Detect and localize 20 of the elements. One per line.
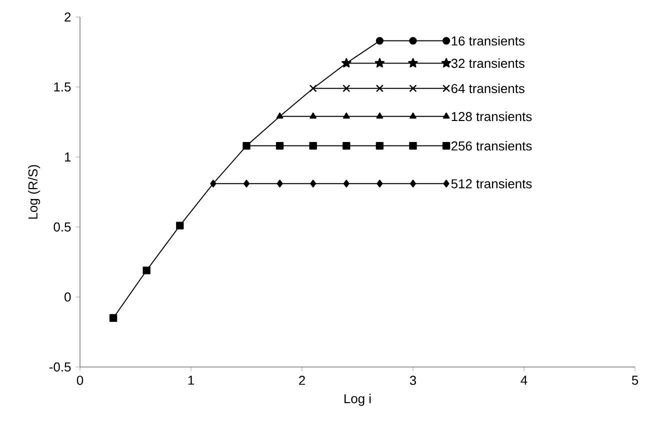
y-tick-label: 0 — [64, 292, 71, 302]
series-label: 128 transients — [452, 112, 532, 122]
series-label: 64 transients — [451, 84, 524, 94]
y-tick-label: 2 — [64, 12, 71, 22]
x-tick-label: 5 — [632, 376, 638, 385]
y-tick-label: -0.5 — [49, 362, 71, 372]
series-label: 16 transients — [452, 36, 524, 46]
series-label: 512 transients — [451, 178, 532, 188]
x-tick-label: 0 — [76, 376, 84, 385]
y-axis-title: Log (R/S) — [28, 165, 40, 219]
y-tick-label: 0.5 — [54, 222, 71, 232]
x-tick-label: 1 — [188, 376, 194, 385]
series-label: 32 transients — [451, 58, 524, 68]
x-tick-label: 4 — [520, 376, 528, 385]
x-axis-title: Log i — [344, 394, 371, 406]
series-label: 256 transients — [451, 141, 532, 151]
y-tick-label: 1 — [65, 152, 71, 162]
y-tick-label: 1.5 — [54, 82, 71, 92]
x-tick-label: 2 — [299, 376, 305, 385]
x-tick-label: 3 — [410, 376, 416, 385]
